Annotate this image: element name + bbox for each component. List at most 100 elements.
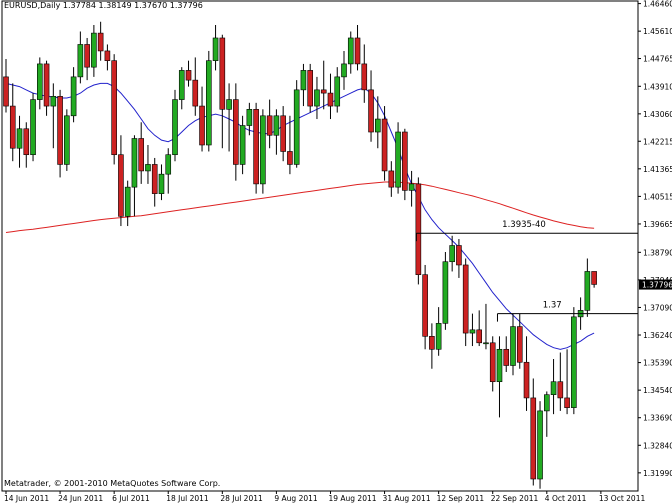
slow-moving-average-line: [5, 181, 595, 233]
candle-body: [327, 92, 334, 107]
candle-body: [381, 118, 388, 172]
candle-body: [64, 115, 70, 165]
x-tick-label: 13 Oct 2011: [599, 494, 646, 503]
y-tick-label: 1.39665: [643, 220, 672, 229]
candle-body: [50, 96, 57, 107]
candle: [591, 271, 597, 288]
ohlc-values: 1.37784 1.38149 1.37670 1.37796: [62, 1, 203, 10]
y-tick-label: 1.43060: [643, 110, 672, 119]
candle: [402, 128, 408, 201]
candle: [300, 63, 307, 107]
candle: [320, 60, 327, 110]
candle-body: [23, 128, 30, 156]
candle: [435, 307, 442, 356]
candle-body: [36, 63, 43, 100]
candle-body: [172, 99, 178, 156]
y-tick-label: 1.46460: [643, 0, 672, 9]
candle-body: [287, 151, 293, 165]
candle: [503, 336, 510, 372]
y-tick-label: 1.31990: [643, 469, 672, 478]
candle-body: [354, 37, 361, 65]
candle: [30, 93, 36, 162]
candle: [381, 106, 388, 181]
candle: [138, 122, 144, 184]
x-tick-label: 24 Jun 2011: [58, 494, 103, 503]
candle-body: [442, 261, 449, 324]
y-tick-label: 1.32840: [643, 441, 672, 450]
candle-body: [476, 329, 483, 344]
candle: [415, 177, 422, 285]
candle: [239, 115, 246, 175]
y-tick-label: 1.45610: [643, 27, 672, 36]
candle: [462, 258, 469, 347]
candle: [469, 313, 476, 347]
candle: [192, 57, 199, 116]
candle: [84, 37, 90, 81]
level-label: 1.3935-40: [502, 220, 546, 230]
candle: [131, 135, 138, 217]
candle: [124, 180, 131, 227]
y-tick-label: 1.41365: [643, 165, 672, 174]
candle-body: [266, 115, 273, 136]
candle-body: [591, 271, 597, 285]
candle-body: [503, 348, 510, 366]
candle-body: [138, 138, 144, 172]
candle-body: [341, 63, 347, 78]
candle: [476, 310, 483, 347]
y-tick-label: 1.38790: [643, 248, 672, 257]
candle: [584, 258, 591, 317]
candle-body: [300, 70, 307, 91]
y-tick-label: 1.37090: [643, 303, 672, 312]
candle: [347, 31, 354, 74]
x-tick-label: 28 Jul 2011: [220, 494, 263, 503]
level-label: 1.37: [543, 301, 562, 311]
candle: [36, 57, 43, 110]
candle-body: [280, 115, 286, 152]
candle-body: [293, 89, 300, 165]
candle: [151, 157, 158, 207]
candle-body: [530, 397, 537, 480]
candle: [388, 161, 395, 197]
candle-body: [246, 109, 253, 126]
fast-moving-average-line: [5, 82, 595, 350]
candle: [97, 21, 104, 61]
y-tick-label: 1.43910: [643, 82, 672, 91]
candle-body: [347, 37, 354, 65]
candle-body: [422, 274, 428, 337]
candle-body: [449, 245, 455, 263]
candle: [104, 44, 111, 71]
candle: [246, 102, 253, 136]
x-tick-label: 4 Oct 2011: [545, 494, 587, 503]
candle-body: [158, 173, 165, 194]
candle: [185, 60, 192, 87]
candle-body: [226, 99, 232, 110]
candle-body: [239, 125, 246, 165]
candle-body: [104, 50, 111, 61]
symbol-header: EURUSD,Daily 1.37784 1.38149 1.37670 1.3…: [4, 1, 203, 11]
candle: [165, 148, 172, 194]
candle: [9, 83, 16, 162]
candle: [23, 122, 30, 168]
candle: [287, 115, 293, 175]
candle: [543, 391, 550, 437]
candle: [374, 96, 381, 149]
candle: [489, 336, 496, 392]
y-tick-label: 1.33690: [643, 414, 672, 423]
candle: [233, 83, 239, 181]
candle: [564, 349, 570, 415]
candle-body: [219, 37, 226, 110]
candle: [408, 170, 415, 207]
candle: [496, 336, 503, 418]
candle: [172, 89, 178, 162]
candle-body: [118, 154, 124, 217]
candle-body: [165, 154, 172, 175]
x-tick-label: 14 Jun 2011: [4, 494, 49, 503]
candle-body: [9, 105, 16, 149]
candle: [516, 313, 523, 369]
candle: [273, 109, 280, 155]
candle-body: [361, 63, 368, 91]
candle-body: [564, 397, 570, 408]
candle-body: [16, 128, 23, 149]
